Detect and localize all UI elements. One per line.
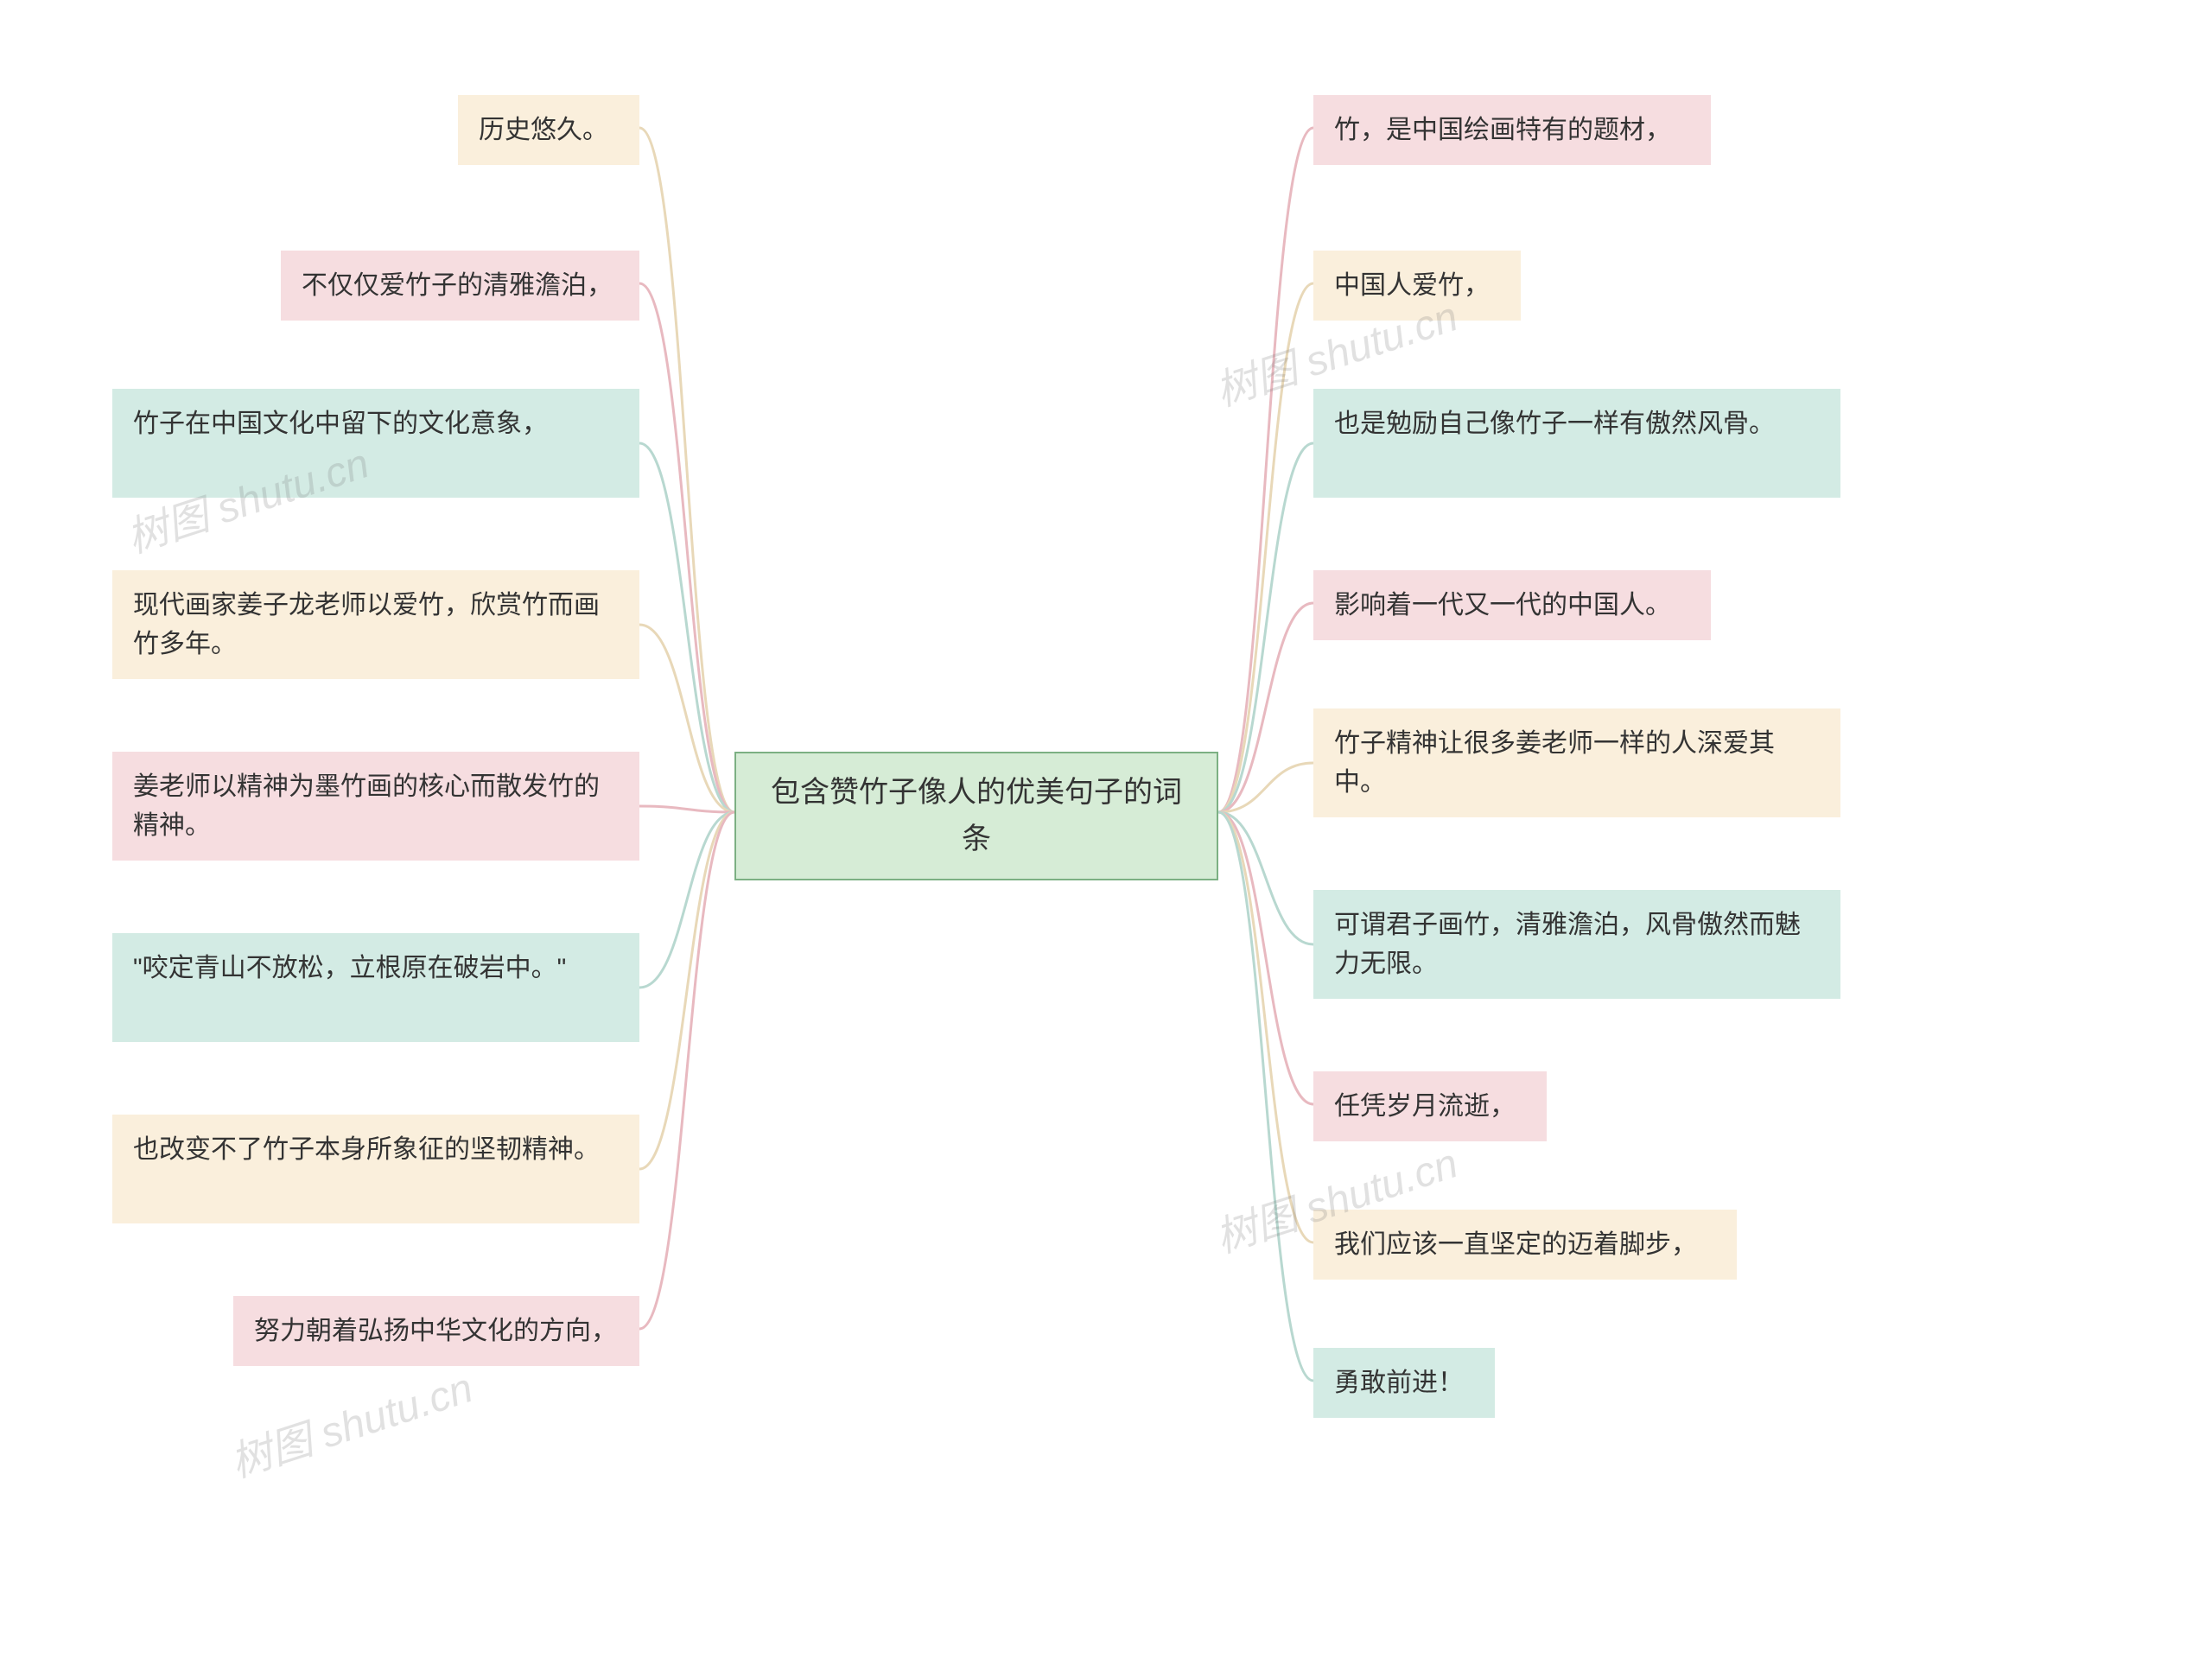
center-node: 包含赞竹子像人的优美句子的词条 xyxy=(734,752,1218,880)
right-node-3: 影响着一代又一代的中国人。 xyxy=(1313,570,1711,640)
left-node-3: 现代画家姜子龙老师以爱竹，欣赏竹而画竹多年。 xyxy=(112,570,639,679)
left-node-2: 竹子在中国文化中留下的文化意象， xyxy=(112,389,639,498)
right-node-1: 中国人爱竹， xyxy=(1313,251,1521,321)
right-node-8: 勇敢前进！ xyxy=(1313,1348,1495,1418)
mindmap-canvas: 包含赞竹子像人的优美句子的词条 历史悠久。不仅仅爱竹子的清雅澹泊， 竹子在中国文化… xyxy=(0,0,2212,1671)
right-node-2: 也是勉励自己像竹子一样有傲然风骨。 xyxy=(1313,389,1840,498)
right-node-0: 竹，是中国绘画特有的题材， xyxy=(1313,95,1711,165)
right-node-5: 可谓君子画竹，清雅澹泊，风骨傲然而魅力无限。 xyxy=(1313,890,1840,999)
left-node-6: 也改变不了竹子本身所象征的坚韧精神。 xyxy=(112,1115,639,1223)
right-node-4: 竹子精神让很多姜老师一样的人深爱其中。 xyxy=(1313,708,1840,817)
left-node-4: 姜老师以精神为墨竹画的核心而散发竹的精神。 xyxy=(112,752,639,861)
left-node-1: 不仅仅爱竹子的清雅澹泊， xyxy=(281,251,639,321)
left-node-7: 努力朝着弘扬中华文化的方向， xyxy=(233,1296,639,1366)
right-node-7: 我们应该一直坚定的迈着脚步， xyxy=(1313,1210,1737,1280)
right-node-6: 任凭岁月流逝， xyxy=(1313,1071,1547,1141)
left-node-5: "咬定青山不放松，立根原在破岩中。" xyxy=(112,933,639,1042)
left-node-0: 历史悠久。 xyxy=(458,95,639,165)
watermark-1: 树图 shutu.cn xyxy=(221,1354,479,1489)
